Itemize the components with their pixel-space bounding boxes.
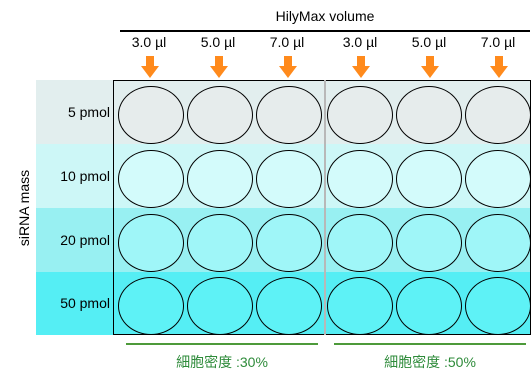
volume-label-3: 7.0 µl <box>269 34 305 50</box>
well <box>327 86 393 144</box>
well <box>256 150 322 208</box>
row-label-5pmol: 5 pmol <box>67 104 110 120</box>
down-arrow-icon <box>141 56 159 78</box>
well <box>256 86 322 144</box>
well <box>396 277 462 335</box>
well <box>187 214 253 272</box>
down-arrow-icon <box>490 56 508 78</box>
well <box>256 214 322 272</box>
row-label-50pmol: 50 pmol <box>60 295 110 311</box>
density-underline-30 <box>126 343 318 345</box>
cell-density-30-label: 細胞密度 :30% <box>176 354 268 370</box>
well <box>118 150 184 208</box>
well <box>465 277 531 335</box>
well <box>187 150 253 208</box>
well <box>187 277 253 335</box>
well <box>327 214 393 272</box>
well <box>396 150 462 208</box>
volume-header-line <box>120 30 530 32</box>
cell-density-50-label: 細胞密度 :50% <box>384 354 476 370</box>
down-arrow-icon <box>352 56 370 78</box>
row-label-20pmol: 20 pmol <box>60 232 110 248</box>
well <box>118 277 184 335</box>
sirna-mass-axis-label: siRNA mass <box>16 169 32 247</box>
down-arrow-icon <box>210 56 228 78</box>
volume-label-4: 3.0 µl <box>342 34 378 50</box>
well <box>327 150 393 208</box>
hilymax-volume-title: HilyMax volume <box>275 8 375 24</box>
well <box>396 86 462 144</box>
plate-divider <box>324 80 326 335</box>
well <box>187 86 253 144</box>
down-arrow-icon <box>421 56 439 78</box>
well <box>118 86 184 144</box>
volume-label-2: 5.0 µl <box>200 34 236 50</box>
row-label-10pmol: 10 pmol <box>60 168 110 184</box>
well <box>327 277 393 335</box>
density-underline-50 <box>334 343 526 345</box>
volume-label-5: 5.0 µl <box>411 34 447 50</box>
well <box>465 214 531 272</box>
well <box>118 214 184 272</box>
well <box>256 277 322 335</box>
volume-label-1: 3.0 µl <box>131 34 167 50</box>
well <box>465 86 531 144</box>
well <box>396 214 462 272</box>
volume-label-6: 7.0 µl <box>480 34 516 50</box>
well <box>465 150 531 208</box>
down-arrow-icon <box>279 56 297 78</box>
